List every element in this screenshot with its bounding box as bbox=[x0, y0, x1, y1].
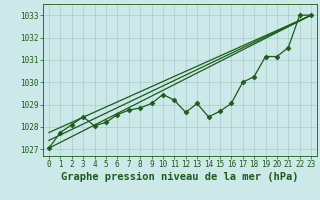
X-axis label: Graphe pression niveau de la mer (hPa): Graphe pression niveau de la mer (hPa) bbox=[61, 172, 299, 182]
